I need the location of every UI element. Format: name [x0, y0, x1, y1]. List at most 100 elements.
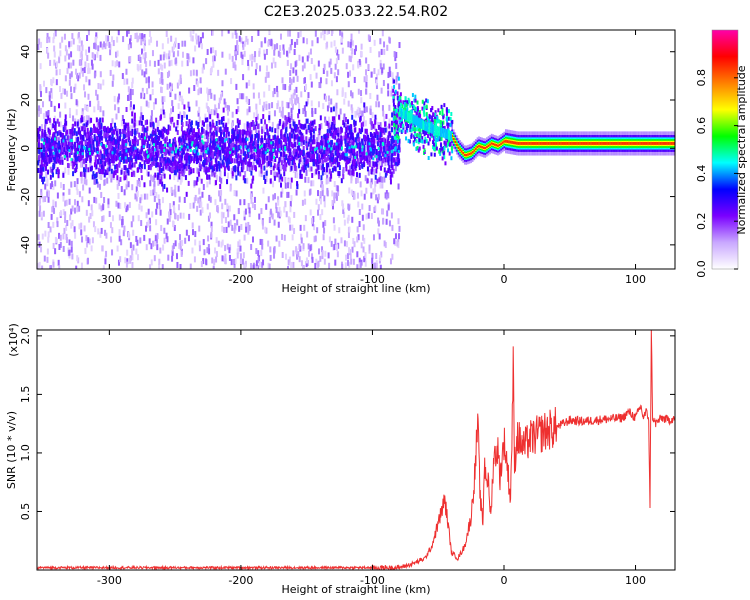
heatmap-cell — [216, 126, 219, 133]
heatmap-cell — [116, 50, 119, 57]
heatmap-cell — [131, 162, 134, 168]
heatmap-cell — [273, 134, 276, 140]
heatmap-cell — [200, 87, 203, 94]
heatmap-cell — [287, 30, 290, 37]
heatmap-cell — [57, 158, 60, 164]
heatmap-cell — [242, 148, 245, 154]
heatmap-cell — [77, 32, 80, 39]
heatmap-cell — [241, 258, 244, 265]
heatmap-cell — [146, 140, 149, 146]
heatmap-cell — [269, 208, 272, 215]
heatmap-cell — [211, 257, 214, 264]
heatmap-cell — [131, 184, 134, 191]
heatmap-cell — [261, 128, 264, 134]
heatmap-cell — [284, 177, 287, 184]
heatmap-cell — [99, 153, 102, 159]
heatmap-cell — [201, 120, 204, 126]
heatmap-cell — [229, 138, 232, 144]
heatmap-cell — [374, 133, 377, 139]
heatmap-cell — [161, 96, 164, 103]
heatmap-cell — [248, 161, 251, 167]
heatmap-cell — [38, 155, 41, 161]
heatmap-cell — [353, 76, 356, 83]
heatmap-cell — [102, 204, 105, 211]
heatmap-cell — [198, 162, 201, 168]
heatmap-cell — [294, 99, 297, 106]
heatmap-cell — [257, 130, 260, 136]
heatmap-cell — [76, 206, 79, 213]
heatmap-cell — [225, 133, 228, 139]
heatmap-cell — [362, 246, 365, 253]
heatmap-cell — [239, 253, 242, 260]
heatmap-cell — [62, 195, 65, 202]
heatmap-cell — [46, 248, 49, 255]
heatmap-cell — [372, 136, 375, 142]
heatmap-cell — [48, 117, 51, 123]
heatmap-cell — [347, 71, 350, 78]
heatmap-cell — [184, 40, 187, 47]
heatmap-cell — [361, 110, 364, 117]
heatmap-cell — [157, 135, 160, 141]
heatmap-cell — [220, 217, 223, 224]
heatmap-cell — [330, 240, 333, 247]
heatmap-cell — [68, 133, 71, 140]
heatmap-cell — [218, 136, 221, 142]
heatmap-cell — [41, 131, 44, 137]
heatmap-cell — [107, 152, 110, 158]
heatmap-cell — [372, 123, 375, 129]
heatmap-cell — [354, 156, 357, 160]
heatmap-cell — [364, 251, 367, 258]
heatmap-cell — [342, 207, 345, 214]
heatmap-cell — [40, 152, 43, 158]
heatmap-cell — [287, 145, 290, 151]
heatmap-cell — [375, 73, 378, 80]
heatmap-cell — [288, 118, 291, 124]
heatmap-cell — [37, 136, 40, 142]
heatmap-cell — [261, 151, 264, 157]
heatmap-cell — [377, 217, 380, 224]
heatmap-cell — [152, 122, 155, 128]
heatmap-cell — [129, 94, 132, 101]
heatmap-cell — [383, 140, 386, 146]
heatmap-cell — [333, 124, 336, 130]
heatmap-cell — [80, 140, 83, 146]
heatmap-cell — [181, 152, 184, 158]
heatmap-cell — [68, 249, 71, 256]
heatmap-cell — [257, 30, 260, 36]
heatmap-cell — [397, 115, 400, 122]
heatmap-cell — [365, 75, 368, 82]
heatmap-cell — [252, 175, 255, 181]
heatmap-cell — [78, 157, 81, 163]
heatmap-cell — [346, 119, 349, 125]
heatmap-cell — [252, 161, 255, 168]
heatmap-cell — [364, 69, 367, 76]
heatmap-cell — [250, 197, 253, 204]
heatmap-cell — [369, 131, 372, 137]
heatmap-cell — [349, 165, 352, 172]
heatmap-cell — [129, 88, 132, 95]
heatmap-cell — [270, 162, 273, 168]
heatmap-cell — [210, 160, 213, 166]
heatmap-cell — [313, 224, 316, 231]
heatmap-cell — [328, 144, 331, 148]
heatmap-cell — [87, 68, 90, 75]
heatmap-cell — [95, 140, 98, 146]
heatmap-cell — [68, 53, 71, 60]
heatmap-cell — [331, 203, 334, 210]
heatmap-cell — [50, 137, 53, 143]
heatmap-cell — [278, 206, 281, 213]
heatmap-cell — [54, 137, 57, 141]
heatmap-cell — [208, 144, 211, 150]
heatmap-cell — [47, 52, 50, 59]
heatmap-cell — [50, 92, 53, 99]
heatmap-cell — [97, 119, 100, 126]
heatmap-cell — [132, 121, 135, 128]
heatmap-cell — [105, 144, 108, 148]
heatmap-cell — [375, 118, 378, 125]
heatmap-cell — [112, 129, 115, 135]
heatmap-cell — [59, 151, 62, 157]
heatmap-cell — [135, 248, 138, 255]
heatmap-cell — [363, 256, 366, 263]
heatmap-cell — [131, 77, 134, 84]
heatmap-cell — [219, 170, 222, 177]
